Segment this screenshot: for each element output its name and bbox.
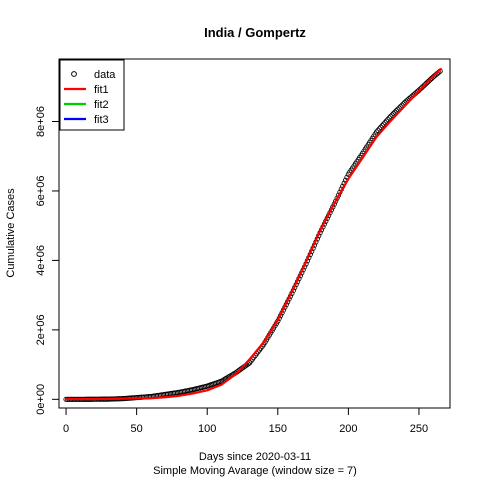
chart-title: India / Gompertz: [204, 25, 306, 40]
y-tick-label: 8e+06: [35, 106, 47, 137]
data-point: [386, 115, 392, 121]
data-point: [388, 113, 394, 119]
fit-line-fit1: [66, 67, 443, 401]
legend-label-fit2: fit2: [94, 99, 109, 111]
data-point: [423, 81, 429, 87]
data-point: [390, 110, 397, 117]
data-point: [420, 83, 426, 89]
legend-label-data: data: [94, 69, 116, 81]
y-tick-label: 4e+06: [35, 245, 47, 276]
fit-lines: [66, 67, 443, 401]
x-axis: 0 50 100 150 200 250: [63, 407, 428, 435]
x-tick-label: 250: [410, 423, 428, 435]
data-point: [426, 78, 432, 84]
data-point: [389, 112, 395, 118]
data-point: [421, 82, 428, 88]
data-point: [373, 129, 380, 135]
legend-symbol-data: [71, 71, 77, 77]
data-point: [419, 85, 425, 91]
data-point: [417, 86, 423, 92]
x-tick-label: 200: [339, 423, 357, 435]
legend-label-fit3: fit3: [94, 114, 109, 126]
data-point: [395, 106, 401, 112]
data-point: [385, 116, 391, 123]
x-tick-label: 100: [198, 423, 216, 435]
y-tick-label: 2e+06: [35, 314, 47, 345]
data-point: [381, 121, 387, 127]
legend: data fit1 fit2 fit3: [59, 59, 125, 131]
y-tick-label: 6e+06: [35, 176, 47, 207]
x-tick-label: 150: [269, 423, 287, 435]
x-tick-label: 50: [131, 423, 143, 435]
data-point: [393, 108, 399, 114]
data-point: [392, 109, 398, 115]
data-point: [375, 127, 381, 133]
legend-label-fit1: fit1: [94, 84, 109, 96]
x-axis-sublabel: Simple Moving Avarage (window size = 7): [153, 465, 357, 477]
data-point: [424, 79, 431, 85]
x-tick-label: 0: [63, 423, 69, 435]
y-axis: 0e+00 2e+06 4e+06 6e+06 8e+06: [35, 106, 60, 415]
data-point: [379, 123, 385, 129]
x-axis-label: Days since 2020-03-11: [199, 451, 311, 463]
data-point: [427, 77, 433, 83]
data-point: [378, 124, 384, 130]
y-axis-label: Cumulative Cases: [5, 188, 17, 278]
data-point: [383, 118, 390, 124]
y-tick-label: 0e+00: [35, 384, 47, 415]
data-point: [382, 119, 388, 126]
data-point: [376, 126, 383, 132]
